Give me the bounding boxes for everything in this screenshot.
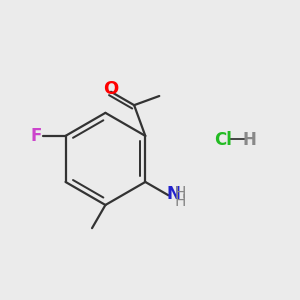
Text: H: H bbox=[174, 186, 185, 201]
Text: Cl: Cl bbox=[214, 130, 232, 148]
Text: F: F bbox=[31, 127, 42, 145]
Text: N: N bbox=[166, 184, 180, 202]
Text: H: H bbox=[243, 130, 256, 148]
Text: H: H bbox=[174, 194, 185, 209]
Text: O: O bbox=[103, 80, 118, 98]
